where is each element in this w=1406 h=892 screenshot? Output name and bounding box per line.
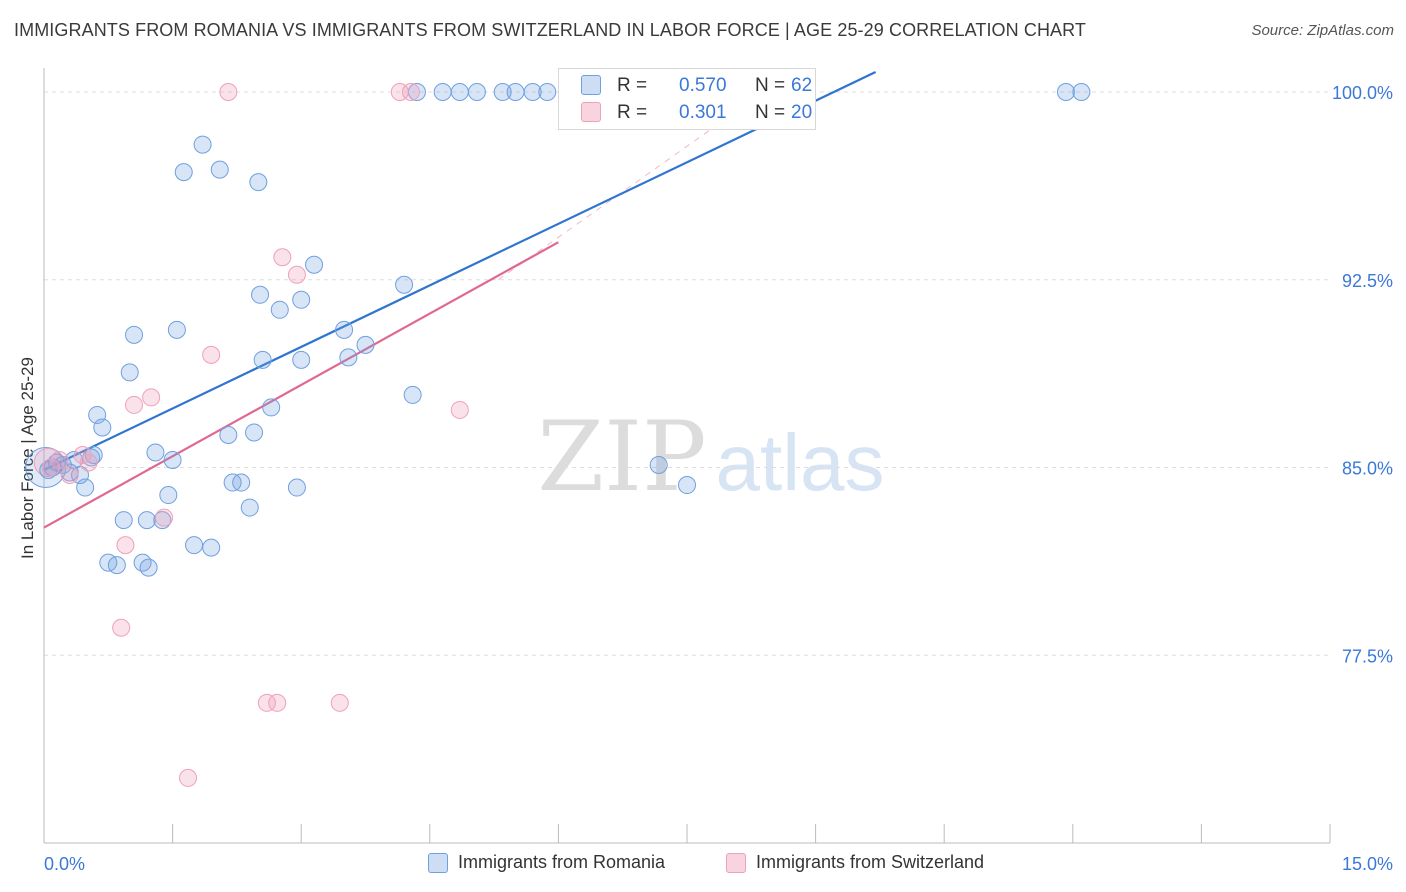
switzerland-point [73, 445, 92, 464]
romania-point [305, 255, 324, 274]
watermark-atlas: atlas [716, 418, 885, 507]
legend-swatch-switzerland [726, 852, 746, 873]
romania-point [53, 456, 72, 475]
switzerland-point [450, 400, 469, 419]
switzerland-point [273, 248, 292, 267]
legend-item-switzerland[interactable]: Immigrants from Switzerland [726, 852, 984, 873]
romania-point [262, 398, 281, 417]
romania-point [163, 451, 182, 470]
romania-point [433, 83, 452, 102]
romania-point [153, 511, 172, 530]
romania-point [93, 418, 112, 437]
switzerland-point [60, 466, 79, 485]
switzerland-swatch [581, 102, 601, 122]
r-value: 0.301 [679, 102, 727, 123]
romania-point [356, 335, 375, 354]
source-label: Source: ZipAtlas.com [1251, 22, 1394, 39]
switzerland-point [142, 388, 161, 407]
romania-point [137, 511, 156, 530]
x-tick-label: 0.0% [44, 854, 85, 874]
romania-point [219, 425, 238, 444]
romania-point [146, 443, 165, 462]
romania-point [649, 456, 668, 475]
trend-line-switzerland [43, 241, 559, 529]
n-label: N = [755, 102, 786, 123]
stats-box: R = 0.570 N = 62 R = 0.301 N = 20 [558, 68, 816, 130]
n-label: N = [755, 75, 786, 96]
romania-point [202, 538, 221, 557]
romania-point [493, 83, 512, 102]
romania-point [240, 498, 259, 517]
romania-point [76, 478, 95, 497]
watermark-zip: ZIP [537, 401, 706, 513]
switzerland-point [50, 451, 69, 470]
romania-point [249, 173, 268, 192]
romania-point [395, 275, 414, 294]
chart-title: IMMIGRANTS FROM ROMANIA VS IMMIGRANTS FR… [14, 20, 1087, 40]
switzerland-point [202, 345, 221, 364]
legend-label-switzerland: Immigrants from Switzerland [756, 852, 985, 872]
n-value: 62 [791, 75, 813, 96]
romania-point [232, 473, 251, 492]
switzerland-point [257, 693, 276, 712]
romania-point [185, 536, 204, 555]
romania-point [139, 558, 158, 577]
romania-point [1072, 83, 1091, 102]
romania-point [467, 83, 486, 102]
romania-swatch [581, 75, 601, 95]
romania-point [678, 476, 696, 495]
switzerland-point [287, 265, 306, 284]
switzerland-point [125, 395, 144, 414]
romania-point [245, 423, 264, 442]
romania-point [506, 83, 525, 102]
n-value: 20 [791, 102, 813, 123]
romania-point [403, 385, 422, 404]
y-tick-label: 92.5% [1342, 271, 1393, 291]
romania-point [253, 350, 272, 369]
switzerland-point [155, 508, 174, 527]
y-tick-label: 77.5% [1342, 646, 1393, 666]
trend-line-romania [43, 71, 877, 472]
romania-point [133, 553, 152, 572]
romania-point [210, 160, 229, 179]
legend: Immigrants from Romania Immigrants from … [0, 852, 1406, 880]
y-tick-label: 85.0% [1342, 459, 1393, 479]
switzerland-point [330, 693, 349, 712]
romania-point [167, 320, 186, 339]
r-value: 0.570 [679, 75, 727, 96]
romania-point [120, 363, 139, 382]
romania-point [292, 350, 311, 369]
switzerland-point [179, 768, 198, 787]
romania-point [523, 83, 542, 102]
romania-point [251, 285, 270, 304]
romania-point [114, 511, 133, 530]
legend-label-romania: Immigrants from Romania [458, 852, 666, 872]
romania-point [538, 83, 557, 102]
switzerland-point [268, 693, 287, 712]
switzerland-point [219, 83, 238, 102]
y-tick-label: 100.0% [1332, 83, 1393, 103]
switzerland-point [116, 536, 135, 555]
romania-point [125, 325, 144, 344]
switzerland-point [79, 453, 98, 472]
legend-item-romania[interactable]: Immigrants from Romania [428, 852, 665, 873]
switzerland-point [401, 83, 420, 102]
romania-point [339, 348, 358, 367]
r-label: R = [617, 102, 648, 123]
romania-point [335, 320, 354, 339]
romania-point [1056, 83, 1075, 102]
legend-swatch-romania [428, 852, 448, 873]
romania-point [193, 135, 212, 154]
romania-point [450, 83, 469, 102]
romania-point [174, 163, 193, 182]
romania-point [287, 478, 306, 497]
romania-point [270, 300, 289, 319]
switzerland-point [112, 618, 131, 637]
r-label: R = [617, 75, 648, 96]
romania-point [159, 486, 178, 505]
x-tick-label: 15.0% [1342, 854, 1393, 874]
romania-point [292, 290, 311, 309]
romania-point [107, 556, 126, 575]
